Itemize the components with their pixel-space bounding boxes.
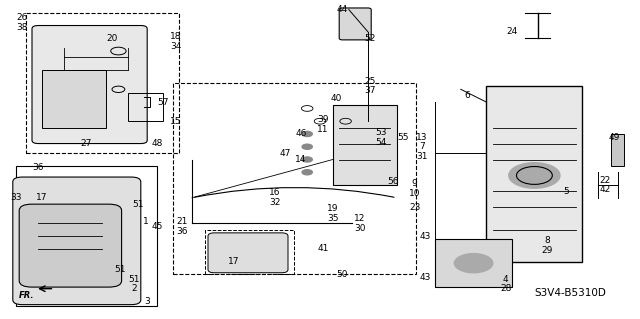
Text: 8
29: 8 29 — [541, 236, 553, 255]
Text: 26
38: 26 38 — [17, 13, 28, 32]
Bar — [26, 13, 179, 153]
Text: 44: 44 — [337, 5, 348, 14]
Text: 57: 57 — [157, 98, 169, 107]
Text: 14: 14 — [295, 155, 307, 164]
Text: 40: 40 — [330, 94, 342, 103]
Bar — [42, 70, 106, 128]
Text: 17: 17 — [36, 193, 47, 202]
Bar — [486, 86, 582, 262]
Text: 27: 27 — [81, 139, 92, 148]
Text: 41: 41 — [317, 244, 329, 253]
Text: 23: 23 — [409, 203, 420, 212]
Text: 36: 36 — [33, 163, 44, 172]
FancyBboxPatch shape — [32, 26, 147, 144]
Text: 56: 56 — [387, 177, 399, 186]
Circle shape — [454, 254, 493, 273]
Circle shape — [509, 163, 560, 188]
Text: 25
37: 25 37 — [364, 77, 376, 95]
Text: 39
11: 39 11 — [317, 115, 329, 134]
Bar — [611, 134, 624, 166]
Text: 33: 33 — [10, 193, 22, 202]
Bar — [173, 83, 416, 274]
Text: 53
54: 53 54 — [375, 128, 387, 146]
Text: 51: 51 — [115, 265, 126, 274]
Circle shape — [302, 170, 312, 175]
Circle shape — [302, 131, 312, 137]
Text: 51: 51 — [132, 200, 143, 209]
Bar — [435, 239, 512, 287]
Text: 4
28: 4 28 — [500, 275, 511, 293]
Circle shape — [302, 157, 312, 162]
Bar — [128, 93, 163, 121]
Text: FR.: FR. — [19, 291, 34, 300]
Text: 24: 24 — [506, 27, 518, 36]
Text: 55: 55 — [397, 133, 409, 142]
Bar — [16, 166, 157, 306]
Text: 21
36: 21 36 — [177, 217, 188, 236]
Bar — [205, 230, 294, 274]
Text: 20: 20 — [106, 34, 118, 43]
Text: 43: 43 — [420, 232, 431, 241]
Text: S3V4-B5310D: S3V4-B5310D — [534, 288, 606, 298]
Text: 3: 3 — [145, 297, 150, 306]
Text: 46: 46 — [295, 130, 307, 138]
Text: 19
35: 19 35 — [327, 204, 339, 223]
Text: 1: 1 — [143, 217, 148, 226]
Text: 15: 15 — [170, 117, 182, 126]
Text: 47: 47 — [279, 149, 291, 158]
Text: 9
10: 9 10 — [409, 179, 420, 197]
FancyBboxPatch shape — [19, 204, 122, 287]
Text: 50: 50 — [337, 270, 348, 279]
Text: 17: 17 — [228, 257, 239, 266]
Bar — [333, 105, 397, 185]
FancyBboxPatch shape — [13, 177, 141, 305]
Text: 5: 5 — [564, 187, 569, 196]
Text: 18
34: 18 34 — [170, 32, 182, 51]
Text: 49: 49 — [609, 133, 620, 142]
Text: 13
7
31: 13 7 31 — [416, 132, 428, 161]
Text: 6: 6 — [465, 91, 470, 100]
FancyBboxPatch shape — [339, 8, 371, 40]
Text: 43: 43 — [420, 273, 431, 282]
Text: 48: 48 — [151, 139, 163, 148]
Circle shape — [302, 144, 312, 149]
Text: 51
2: 51 2 — [129, 275, 140, 293]
Text: 45: 45 — [151, 222, 163, 231]
Text: 22
42: 22 42 — [599, 176, 611, 194]
FancyBboxPatch shape — [208, 233, 288, 273]
Text: 52: 52 — [364, 34, 376, 43]
Text: 12
30: 12 30 — [354, 214, 365, 233]
Text: 16
32: 16 32 — [269, 189, 281, 207]
